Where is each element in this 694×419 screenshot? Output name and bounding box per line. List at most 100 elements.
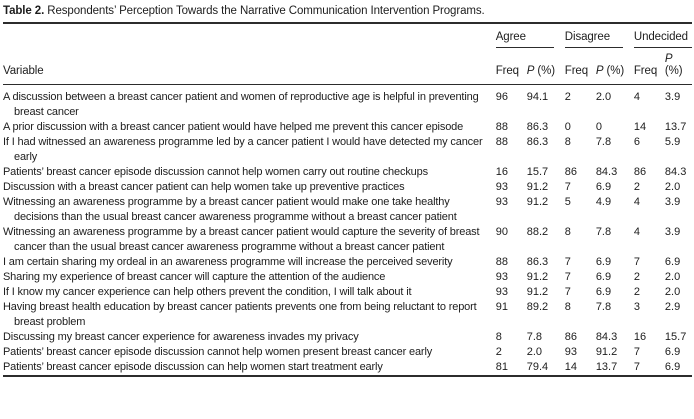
table-row: Witnessing an awareness programme by a b… — [3, 225, 692, 255]
undecided-freq-cell: 14 — [633, 121, 647, 133]
disagree-pct-cell: 84.3 — [595, 166, 618, 178]
agree-pct-cell: 15.7 — [526, 166, 549, 178]
agree-freq-cell: 96 — [495, 91, 508, 103]
perception-table: Agree Disagree Undecided Variable Freq P… — [3, 22, 692, 377]
table-row: Patients’ breast cancer episode discussi… — [3, 360, 692, 376]
variable-cell: A discussion between a breast cancer pat… — [3, 91, 479, 118]
agree-freq-cell: 8 — [495, 331, 502, 343]
undecided-freq-cell: 2 — [633, 271, 640, 283]
agree-freq-cell: 90 — [495, 226, 508, 238]
disagree-freq-cell: 14 — [564, 361, 578, 373]
undecided-freq-cell: 2 — [633, 286, 640, 298]
disagree-pct-header: P (%) — [595, 48, 634, 85]
table-row: Discussing my breast cancer experience f… — [3, 330, 692, 345]
disagree-freq-cell: 7 — [564, 181, 571, 193]
table-body: A discussion between a breast cancer pat… — [3, 85, 692, 377]
agree-pct-cell: 89.2 — [526, 301, 549, 313]
agree-pct-cell: 88.2 — [526, 226, 549, 238]
undecided-pct-cell: 15.7 — [664, 331, 687, 343]
agree-freq-cell: 2 — [495, 346, 502, 358]
agree-freq-header: Freq — [495, 48, 527, 85]
agree-freq-cell: 88 — [495, 256, 508, 268]
agree-freq-cell: 93 — [495, 271, 508, 283]
table-row: A discussion between a breast cancer pat… — [3, 85, 692, 121]
undecided-freq-cell: 2 — [633, 181, 640, 193]
table-title: Table 2. Respondents’ Perception Towards… — [3, 3, 689, 19]
agree-pct-cell: 86.3 — [526, 136, 549, 148]
disagree-freq-cell: 7 — [564, 256, 571, 268]
table-number: Table 2. — [3, 5, 45, 17]
undecided-freq-cell: 4 — [633, 196, 640, 208]
table-row: Patients’ breast cancer episode discussi… — [3, 165, 692, 180]
disagree-pct-cell: 7.8 — [595, 226, 612, 238]
undecided-freq-cell: 6 — [633, 136, 640, 148]
agree-pct-cell: 94.1 — [526, 91, 549, 103]
undecided-pct-cell: 3.9 — [664, 226, 681, 238]
table-row: If I had witnessed an awareness programm… — [3, 135, 692, 165]
agree-pct-cell: 86.3 — [526, 121, 549, 133]
table-row: Discussion with a breast cancer patient … — [3, 180, 692, 195]
agree-pct-cell: 7.8 — [526, 331, 543, 343]
agree-freq-cell: 93 — [495, 286, 508, 298]
disagree-freq-cell: 8 — [564, 301, 571, 313]
undecided-pct-header: P (%) — [664, 48, 692, 85]
agree-freq-cell: 81 — [495, 361, 508, 373]
undecided-pct-cell: 2.9 — [664, 301, 681, 313]
agree-freq-cell: 88 — [495, 121, 508, 133]
disagree-freq-cell: 86 — [564, 166, 578, 178]
agree-pct-cell: 91.2 — [526, 181, 549, 193]
column-group-undecided: Undecided — [633, 23, 692, 48]
column-group-agree: Agree — [495, 23, 565, 48]
undecided-pct-cell: 6.9 — [664, 346, 681, 358]
disagree-pct-cell: 91.2 — [595, 346, 618, 358]
disagree-pct-cell: 0 — [595, 121, 602, 133]
disagree-pct-cell: 2.0 — [595, 91, 612, 103]
agree-pct-cell: 79.4 — [526, 361, 549, 373]
variable-cell: Witnessing an awareness programme by a b… — [3, 226, 480, 253]
undecided-freq-cell: 3 — [633, 301, 640, 313]
undecided-pct-cell: 2.0 — [664, 181, 681, 193]
variable-header: Variable — [3, 48, 496, 85]
table-row: If I know my cancer experience can help … — [3, 285, 692, 300]
undecided-freq-cell: 7 — [633, 346, 640, 358]
table-row: Having breast health education by breast… — [3, 300, 692, 330]
undecided-freq-cell: 16 — [633, 331, 647, 343]
variable-cell: Patients’ breast cancer episode discussi… — [3, 361, 383, 373]
table-row: Sharing my experience of breast cancer w… — [3, 270, 692, 285]
column-group-disagree: Disagree — [564, 23, 634, 48]
disagree-freq-cell: 7 — [564, 286, 571, 298]
variable-cell: Witnessing an awareness programme by a b… — [3, 196, 457, 223]
table-row: A prior discussion with a breast cancer … — [3, 120, 692, 135]
agree-freq-cell: 16 — [495, 166, 508, 178]
disagree-pct-cell: 7.8 — [595, 301, 612, 313]
undecided-pct-cell: 5.9 — [664, 136, 681, 148]
variable-cell: If I know my cancer experience can help … — [3, 286, 412, 298]
undecided-pct-cell: 2.0 — [664, 271, 681, 283]
undecided-group-label: Undecided — [633, 31, 692, 48]
undecided-pct-cell: 13.7 — [664, 121, 687, 133]
table-caption: Respondents’ Perception Towards the Narr… — [47, 5, 485, 17]
variable-cell: I am certain sharing my ordeal in an awa… — [3, 256, 453, 268]
disagree-pct-cell: 7.8 — [595, 136, 612, 148]
undecided-pct-cell: 6.9 — [664, 256, 681, 268]
group-spacer — [3, 23, 496, 48]
disagree-freq-header: Freq — [564, 48, 596, 85]
disagree-group-label: Disagree — [564, 31, 623, 48]
undecided-freq-cell: 4 — [633, 91, 640, 103]
disagree-pct-cell: 84.3 — [595, 331, 618, 343]
disagree-freq-cell: 5 — [564, 196, 571, 208]
undecided-pct-cell: 6.9 — [664, 361, 681, 373]
disagree-pct-cell: 6.9 — [595, 286, 612, 298]
disagree-pct-cell: 6.9 — [595, 181, 612, 193]
agree-freq-cell: 88 — [495, 136, 508, 148]
paper-page: Table 2. Respondents’ Perception Towards… — [3, 3, 692, 377]
table-row: Patients’ breast cancer episode discussi… — [3, 345, 692, 360]
undecided-pct-cell: 3.9 — [664, 91, 681, 103]
agree-freq-cell: 93 — [495, 181, 508, 193]
disagree-freq-cell: 86 — [564, 331, 578, 343]
undecided-pct-cell: 84.3 — [664, 166, 687, 178]
variable-cell: A prior discussion with a breast cancer … — [3, 121, 464, 133]
undecided-pct-cell: 3.9 — [664, 196, 681, 208]
disagree-pct-cell: 4.9 — [595, 196, 612, 208]
disagree-pct-cell: 6.9 — [595, 256, 612, 268]
